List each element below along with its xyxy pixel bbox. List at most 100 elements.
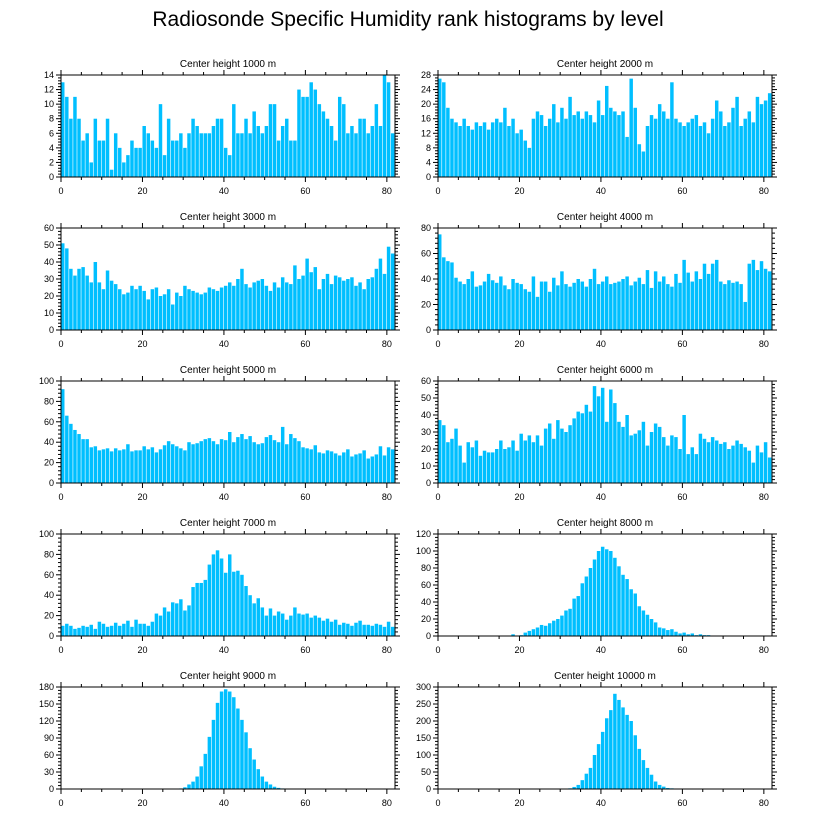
histogram-bar: [596, 551, 601, 636]
histogram-bar: [653, 781, 658, 789]
histogram-bar: [301, 275, 305, 330]
histogram-bar: [183, 147, 187, 177]
histogram-bar: [195, 582, 199, 636]
histogram-bar: [670, 435, 674, 483]
histogram-bar: [297, 613, 301, 636]
histogram-bar: [523, 289, 528, 330]
histogram-bar: [354, 622, 358, 636]
histogram-bar: [219, 118, 224, 177]
histogram-bar: [645, 767, 650, 789]
histogram-bar: [162, 294, 167, 330]
histogram-bar: [175, 292, 179, 330]
histogram-bar: [256, 598, 260, 636]
histogram-bar: [605, 549, 609, 636]
histogram-bar: [244, 118, 248, 177]
histogram-bar: [358, 453, 362, 483]
histogram-bar: [61, 82, 65, 177]
histogram-bar: [478, 285, 483, 331]
histogram-bar: [621, 574, 625, 636]
histogram-bar: [293, 140, 297, 177]
x-tick-label: 20: [514, 339, 524, 349]
histogram-bar: [653, 118, 658, 177]
histogram-bar: [61, 243, 65, 330]
histogram-bar: [535, 627, 540, 636]
histogram-bar: [113, 622, 118, 636]
histogram-bar: [166, 118, 171, 177]
histogram-bar: [289, 284, 293, 330]
histogram-bar: [105, 448, 110, 483]
y-tick-label: 30: [421, 427, 431, 437]
histogram-bar: [490, 122, 495, 177]
histogram-bar: [382, 626, 387, 636]
histogram-bar: [723, 284, 727, 330]
histogram-bar: [503, 107, 507, 177]
y-tick-label: 2: [49, 157, 54, 167]
x-tick-label: 40: [219, 492, 229, 502]
histogram-bar: [158, 296, 163, 330]
histogram-bar: [313, 267, 318, 330]
histogram-bar: [674, 437, 678, 483]
histogram-bar: [118, 450, 122, 483]
y-tick-label: 30: [44, 767, 54, 777]
histogram-bar: [285, 118, 289, 177]
histogram-bar: [617, 699, 621, 789]
histogram-bar: [252, 603, 256, 636]
histogram-bar: [276, 442, 281, 483]
histogram-bar: [576, 411, 580, 483]
histogram-bar: [374, 268, 379, 330]
histogram-bar: [272, 440, 277, 483]
histogram-bar: [539, 281, 544, 330]
y-tick-label: 28: [421, 70, 431, 80]
histogram-bar: [633, 593, 637, 636]
histogram-bar: [714, 440, 719, 483]
histogram-bar: [678, 633, 682, 636]
histogram-bar: [556, 420, 560, 483]
histogram-bar: [649, 287, 654, 330]
histogram-bar: [93, 446, 98, 483]
histogram-bar: [592, 268, 597, 330]
histogram-bar: [268, 608, 273, 636]
histogram-bar: [678, 282, 682, 330]
histogram-bar: [747, 111, 752, 177]
histogram-bar: [118, 289, 122, 330]
histogram-bar: [146, 449, 151, 483]
histogram-bar: [256, 280, 260, 330]
histogram-bar: [674, 273, 678, 330]
histogram-bar: [743, 447, 747, 483]
histogram-bar: [706, 273, 711, 330]
y-tick-label: 0: [426, 478, 431, 488]
histogram-bar: [154, 452, 159, 483]
histogram-bar: [503, 449, 507, 483]
histogram-bar: [109, 280, 114, 330]
histogram-panel: Center height 7000 m 0 20 40 60 80 0 20 40 60 80 10…: [39, 518, 400, 655]
histogram-bar: [105, 118, 110, 177]
histogram-bar: [767, 93, 772, 177]
histogram-bar: [350, 126, 354, 177]
histogram-bar: [482, 281, 487, 330]
histogram-bar: [596, 284, 601, 330]
histogram-bar: [346, 449, 350, 483]
histogram-bar: [61, 389, 65, 483]
histogram-bar: [564, 284, 568, 330]
histogram-bar: [223, 572, 228, 636]
histogram-bar: [350, 456, 354, 483]
histogram-bar: [617, 421, 621, 483]
histogram-bar: [662, 786, 666, 789]
histogram-bar: [499, 440, 503, 483]
histogram-bar: [662, 111, 666, 177]
histogram-bar: [625, 714, 629, 789]
y-tick-label: 60: [44, 417, 54, 427]
histogram-bar: [268, 435, 273, 483]
histogram-bar: [495, 449, 499, 483]
y-tick-label: 0: [49, 631, 54, 641]
histogram-bar: [138, 147, 142, 177]
histogram-bar: [170, 140, 175, 177]
y-tick-label: 80: [44, 396, 54, 406]
main-title: Radiosonde Specific Humidity rank histog…: [152, 8, 664, 31]
histogram-bar: [223, 147, 228, 177]
x-tick-label: 40: [596, 492, 606, 502]
x-tick-label: 80: [759, 186, 769, 196]
histogram-bar: [236, 570, 240, 636]
y-tick-label: 150: [416, 733, 431, 743]
x-tick-label: 60: [300, 186, 310, 196]
